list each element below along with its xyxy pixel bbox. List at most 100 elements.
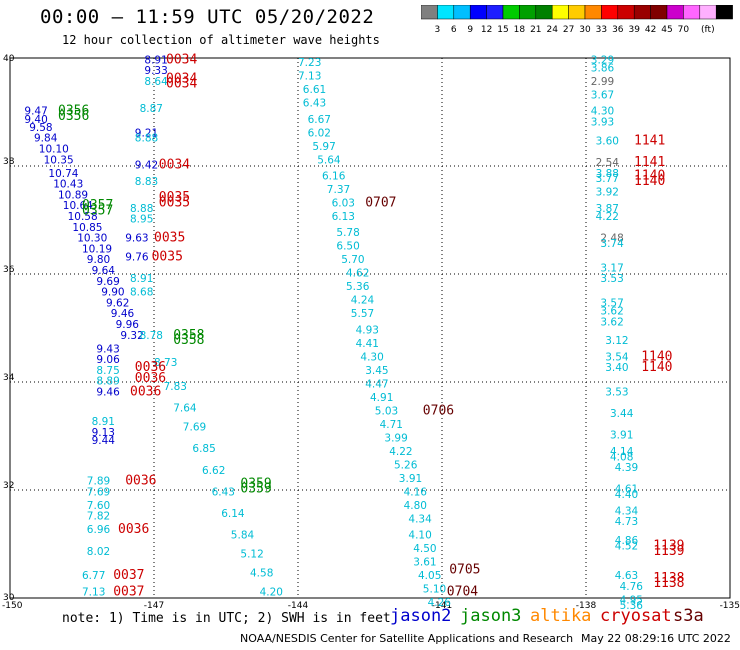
wave-height-label: 4.80 [404,500,427,512]
legend-altika: altika [530,606,592,626]
pass-time-label: 0705 [449,563,480,578]
legend-label: 3 [435,25,441,35]
wave-height-label: 8.73 [154,357,177,369]
wave-height-label: 6.50 [336,241,359,253]
wave-height-label: 4.34 [408,513,432,525]
wave-height-label: 3.29 [591,54,614,66]
pass-time-label: 0036 [125,474,156,489]
wave-height-label: 7.69 [87,486,110,498]
wave-height-label: 7.23 [298,57,321,69]
wave-height-label: 8.64 [144,76,168,88]
x-tick-label: -141 [432,601,452,610]
wave-height-label: 4.24 [351,295,375,307]
wave-height-label: 4.39 [615,462,638,474]
wave-height-label: 4.20 [260,586,283,598]
pass-time-label: 1139 [653,538,684,553]
wave-height-label: 10.74 [48,168,78,180]
pass-time-label: 0035 [152,250,183,265]
wave-height-label: 9.80 [87,254,110,266]
wave-height-label: 4.30 [591,106,614,118]
pass-time-label: 0035 [159,196,190,211]
wave-height-label: 4.22 [596,211,619,223]
wave-height-label: 5.84 [231,530,255,542]
pass-time-label: 0034 [166,71,197,86]
pass-time-label: 0704 [447,584,478,599]
wave-height-label: 10.64 [63,200,93,212]
wave-height-label: 3.91 [610,430,633,442]
footer-note: note: 1) Time is in UTC; 2) SWH is in fe… [62,611,391,626]
y-tick-label: 38 [3,157,15,167]
wave-height-label: 3.86 [591,63,615,75]
wave-height-label: 9.64 [92,265,116,277]
wave-height-label: 5.10 [423,584,446,596]
wave-height-label: 3.88 [596,168,619,180]
pass-time-label: 0706 [423,403,454,418]
pass-time-label: 0356 [58,104,89,119]
wave-height-label: 4.91 [370,392,393,404]
legend-label: (ft) [701,25,715,35]
wave-height-label: 8.78 [140,330,163,342]
legend-label: 36 [612,25,624,35]
pass-time-label: 0357 [82,204,113,219]
wave-height-label: 5.36 [620,600,644,610]
wave-height-label: 4.34 [615,505,639,517]
legend-swatch [715,5,733,20]
pass-time-label: 0035 [159,190,190,205]
color-legend: 3 6 9 12 15 18 21 24 27 30 33 36 39 42 45 70 (ft) [421,5,733,35]
legend-s3a: s3a [673,606,704,626]
credit-text: NOAA/NESDIS Center for Satellite Applica… [240,632,574,645]
wave-height-label: 3.45 [365,365,388,377]
wave-height-label: 5.57 [351,308,374,320]
wave-height-label: 3.77 [596,173,619,185]
pass-time-label: 1138 [653,576,684,591]
legend-label: 39 [628,25,640,35]
wave-height-label: 4.26 [428,597,452,609]
wave-height-label: 7.83 [164,381,187,393]
legend-label: 9 [467,25,473,35]
legend-jason2: jason2 [390,606,452,626]
x-tick-label: -150 [2,601,23,610]
wave-height-label: 4.95 [620,594,643,606]
pass-time-label: 1140 [634,169,665,184]
wave-height-label: 6.13 [332,211,355,223]
wave-height-label: 5.26 [394,459,418,471]
legend-label: 12 [481,25,492,35]
wave-height-label: 8.68 [130,287,153,299]
wave-height-label: 5.03 [375,405,398,417]
wave-height-label: 4.76 [620,581,644,593]
wave-height-label: 3.53 [605,387,628,399]
wave-height-label: 10.89 [58,189,88,201]
wave-height-label: 6.43 [303,98,326,110]
wave-height-label: 6.67 [308,114,331,126]
legend-label: 27 [563,25,574,35]
wave-height-label: 6.16 [322,171,346,183]
map-plot: -150 -147 -144 -141 -138 -135 40 38 36 34 32 30 8.91… [2,52,740,610]
wave-height-label: 8.75 [96,365,119,377]
x-tick-label: -144 [288,601,309,610]
wave-height-label: 4.50 [413,543,436,555]
wave-height-label: 6.02 [308,127,331,139]
pass-time-label: 1140 [641,349,672,364]
pass-time-label: 0037 [113,568,144,583]
pass-time-label: 0356 [58,109,89,124]
pass-time-label: 0036 [130,385,161,400]
plot-frame [9,57,731,599]
wave-height-label: 3.87 [596,203,619,215]
wave-height-label: 8.83 [135,176,158,188]
wave-height-label: 2.54 [596,157,620,169]
legend-label: 70 [678,25,690,35]
wave-height-label: 3.44 [610,408,634,420]
pass-time-label: 0707 [365,196,396,211]
wave-height-label: 3.74 [600,238,624,250]
wave-height-label: 7.13 [298,71,321,83]
wave-height-label: 10.30 [77,233,107,245]
legend-label: 33 [596,25,607,35]
pass-time-label: 0359 [240,476,271,491]
wave-height-label: 5.70 [341,254,364,266]
x-tick-label: -147 [144,601,164,610]
wave-height-label: 3.92 [596,187,619,199]
wave-height-label: 4.16 [404,486,428,498]
wave-height-label: 9.84 [34,133,58,145]
wave-height-label: 3.61 [413,557,436,569]
wave-height-label: 2.99 [591,76,614,88]
